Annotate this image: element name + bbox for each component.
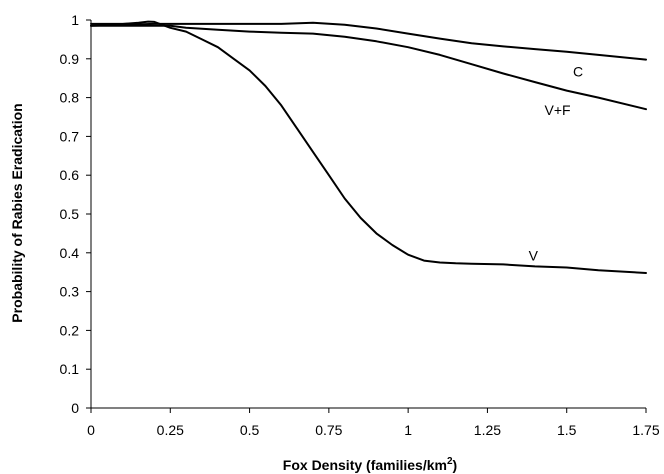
y-axis-title: Probability of Rabies Eradication	[9, 103, 25, 322]
x-axis-title-suffix: )	[453, 457, 458, 473]
y-tick-label: 0.8	[60, 90, 80, 106]
x-tick-label: 0.25	[157, 422, 184, 438]
y-tick-label: 1	[71, 12, 79, 28]
x-tick-label: 1.25	[474, 422, 501, 438]
y-tick-label: 0.9	[60, 51, 80, 67]
x-tick-label: 0	[87, 422, 95, 438]
x-tick-label: 1.75	[632, 422, 659, 438]
series-line-v	[90, 20, 647, 274]
x-tick-label: 1	[404, 422, 412, 438]
x-axis-title-main: Fox Density (families/km	[283, 457, 447, 473]
axes	[90, 20, 646, 409]
x-axis-ticks: 0 0.25 0.5 0.75 1 1.25 1.5 1.75	[87, 408, 660, 438]
x-tick-label: 0.5	[240, 422, 260, 438]
y-axis-ticks: 0 0.1 0.2 0.3 0.4 0.5 0.6 0.7 0.8 0.9 1	[60, 12, 91, 416]
y-tick-label: 0.7	[60, 128, 80, 144]
series-label-v-f: V+F	[545, 102, 571, 118]
x-tick-label: 1.5	[557, 422, 577, 438]
y-tick-label: 0.4	[60, 245, 80, 261]
series-line-v-f	[90, 24, 647, 111]
series-line-c	[90, 21, 647, 61]
x-axis-title-superscript: 2	[447, 456, 453, 467]
series-label-c: C	[573, 63, 583, 79]
y-tick-label: 0.2	[60, 322, 80, 338]
series-annotations: C V+F V	[529, 63, 584, 263]
x-tick-label: 0.75	[315, 422, 342, 438]
y-tick-label: 0.1	[60, 361, 80, 377]
y-tick-label: 0.6	[60, 167, 80, 183]
x-axis-title: Fox Density (families/km2)	[283, 456, 457, 473]
y-tick-label: 0	[71, 400, 79, 416]
series-label-v: V	[529, 248, 539, 264]
y-tick-label: 0.5	[60, 206, 80, 222]
series-lines	[90, 20, 647, 274]
y-tick-label: 0.3	[60, 284, 80, 300]
